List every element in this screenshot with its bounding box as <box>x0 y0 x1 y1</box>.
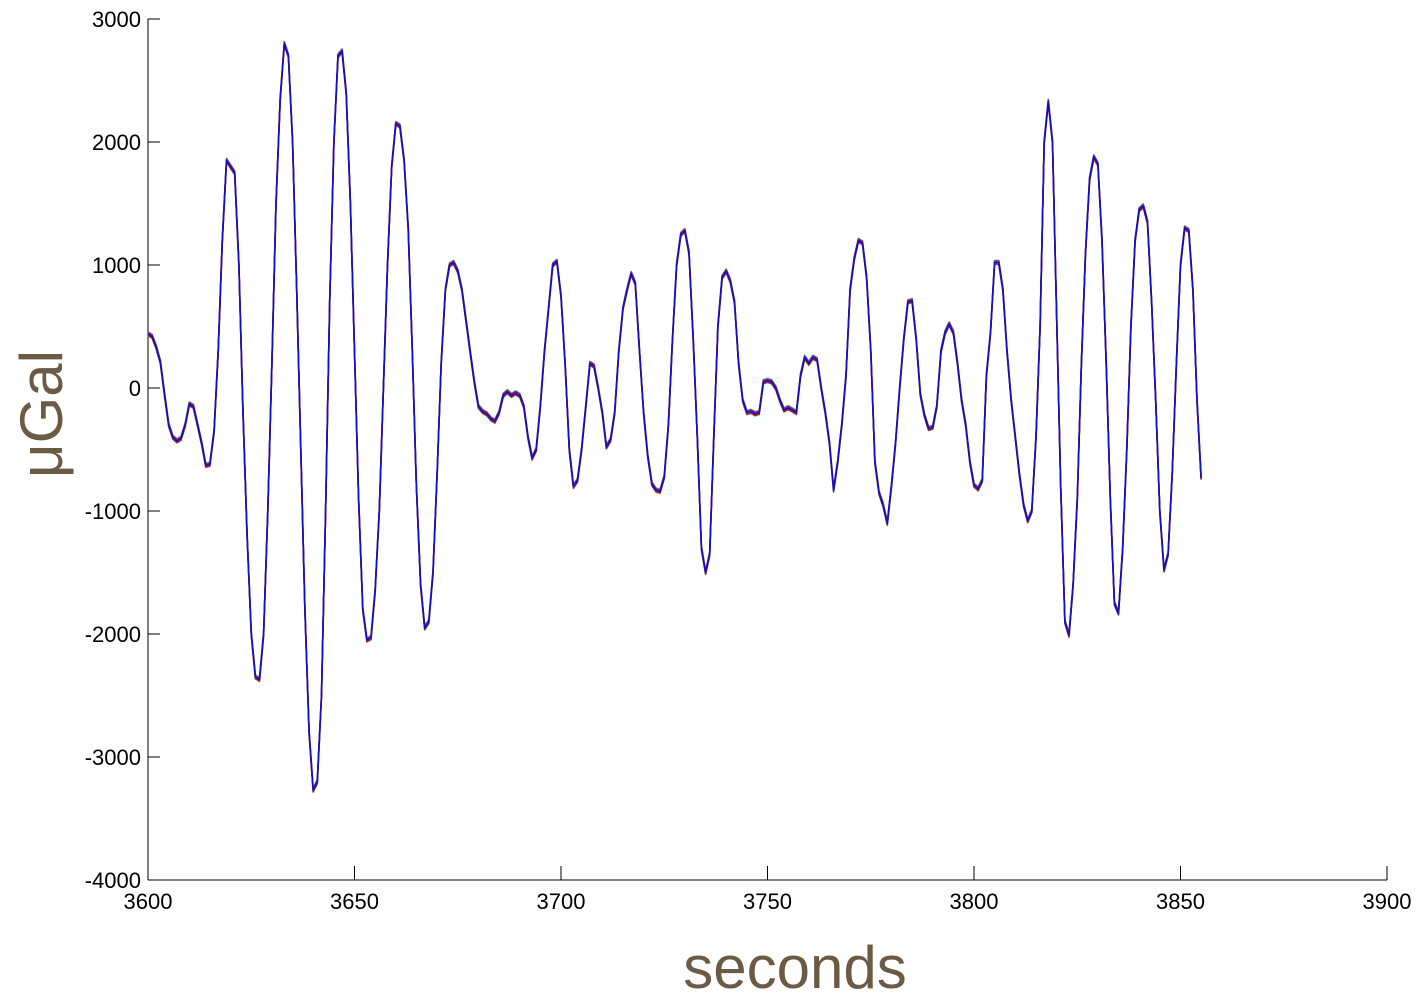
x-tick-label: 3850 <box>1156 889 1205 914</box>
y-tick-label: -3000 <box>85 745 141 770</box>
x-tick-label: 3750 <box>743 889 792 914</box>
y-tick-label: -2000 <box>85 622 141 647</box>
x-tick-label: 3700 <box>537 889 586 914</box>
x-tick-label: 3800 <box>950 889 999 914</box>
y-tick-label: 0 <box>129 376 141 401</box>
y-tick-label: -4000 <box>85 868 141 893</box>
ticks: 3600 3650 3700 3750 3800 3850 3900 3000 2000 1000… <box>85 7 1412 914</box>
series-line <box>147 42 1202 791</box>
y-tick-label: 3000 <box>92 7 141 32</box>
y-tick-label: -1000 <box>85 499 141 524</box>
y-tick-label: 1000 <box>92 253 141 278</box>
x-tick-label: 3650 <box>330 889 379 914</box>
x-tick-label: 3900 <box>1363 889 1412 914</box>
x-tick-label: 3600 <box>124 889 173 914</box>
series-lines <box>147 40 1202 793</box>
y-tick-label: 2000 <box>92 130 141 155</box>
x-axis-title: seconds <box>683 934 906 996</box>
y-axis-title: μGal <box>8 350 75 478</box>
